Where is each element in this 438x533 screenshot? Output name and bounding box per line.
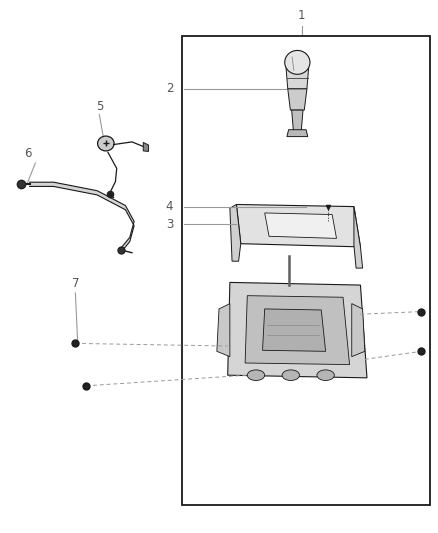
Polygon shape: [286, 68, 309, 89]
Polygon shape: [30, 182, 134, 252]
Polygon shape: [352, 304, 365, 357]
Polygon shape: [265, 213, 336, 238]
Polygon shape: [292, 110, 303, 131]
Polygon shape: [262, 309, 325, 351]
Polygon shape: [143, 142, 148, 151]
Ellipse shape: [247, 370, 265, 381]
Ellipse shape: [317, 370, 334, 381]
Text: 2: 2: [166, 83, 173, 95]
Ellipse shape: [282, 370, 300, 381]
Polygon shape: [230, 205, 241, 261]
Polygon shape: [245, 296, 350, 365]
Polygon shape: [228, 282, 367, 378]
Text: 4: 4: [166, 200, 173, 213]
Ellipse shape: [285, 51, 310, 74]
Text: 3: 3: [166, 217, 173, 231]
Polygon shape: [288, 89, 307, 110]
Text: 7: 7: [72, 277, 79, 290]
Text: 1: 1: [298, 9, 305, 21]
Polygon shape: [354, 207, 363, 268]
Ellipse shape: [98, 136, 114, 151]
Polygon shape: [287, 130, 308, 136]
Bar: [182, 36, 430, 505]
Text: 5: 5: [95, 100, 103, 113]
Text: 6: 6: [24, 148, 31, 160]
Polygon shape: [237, 205, 360, 247]
Polygon shape: [217, 304, 230, 357]
